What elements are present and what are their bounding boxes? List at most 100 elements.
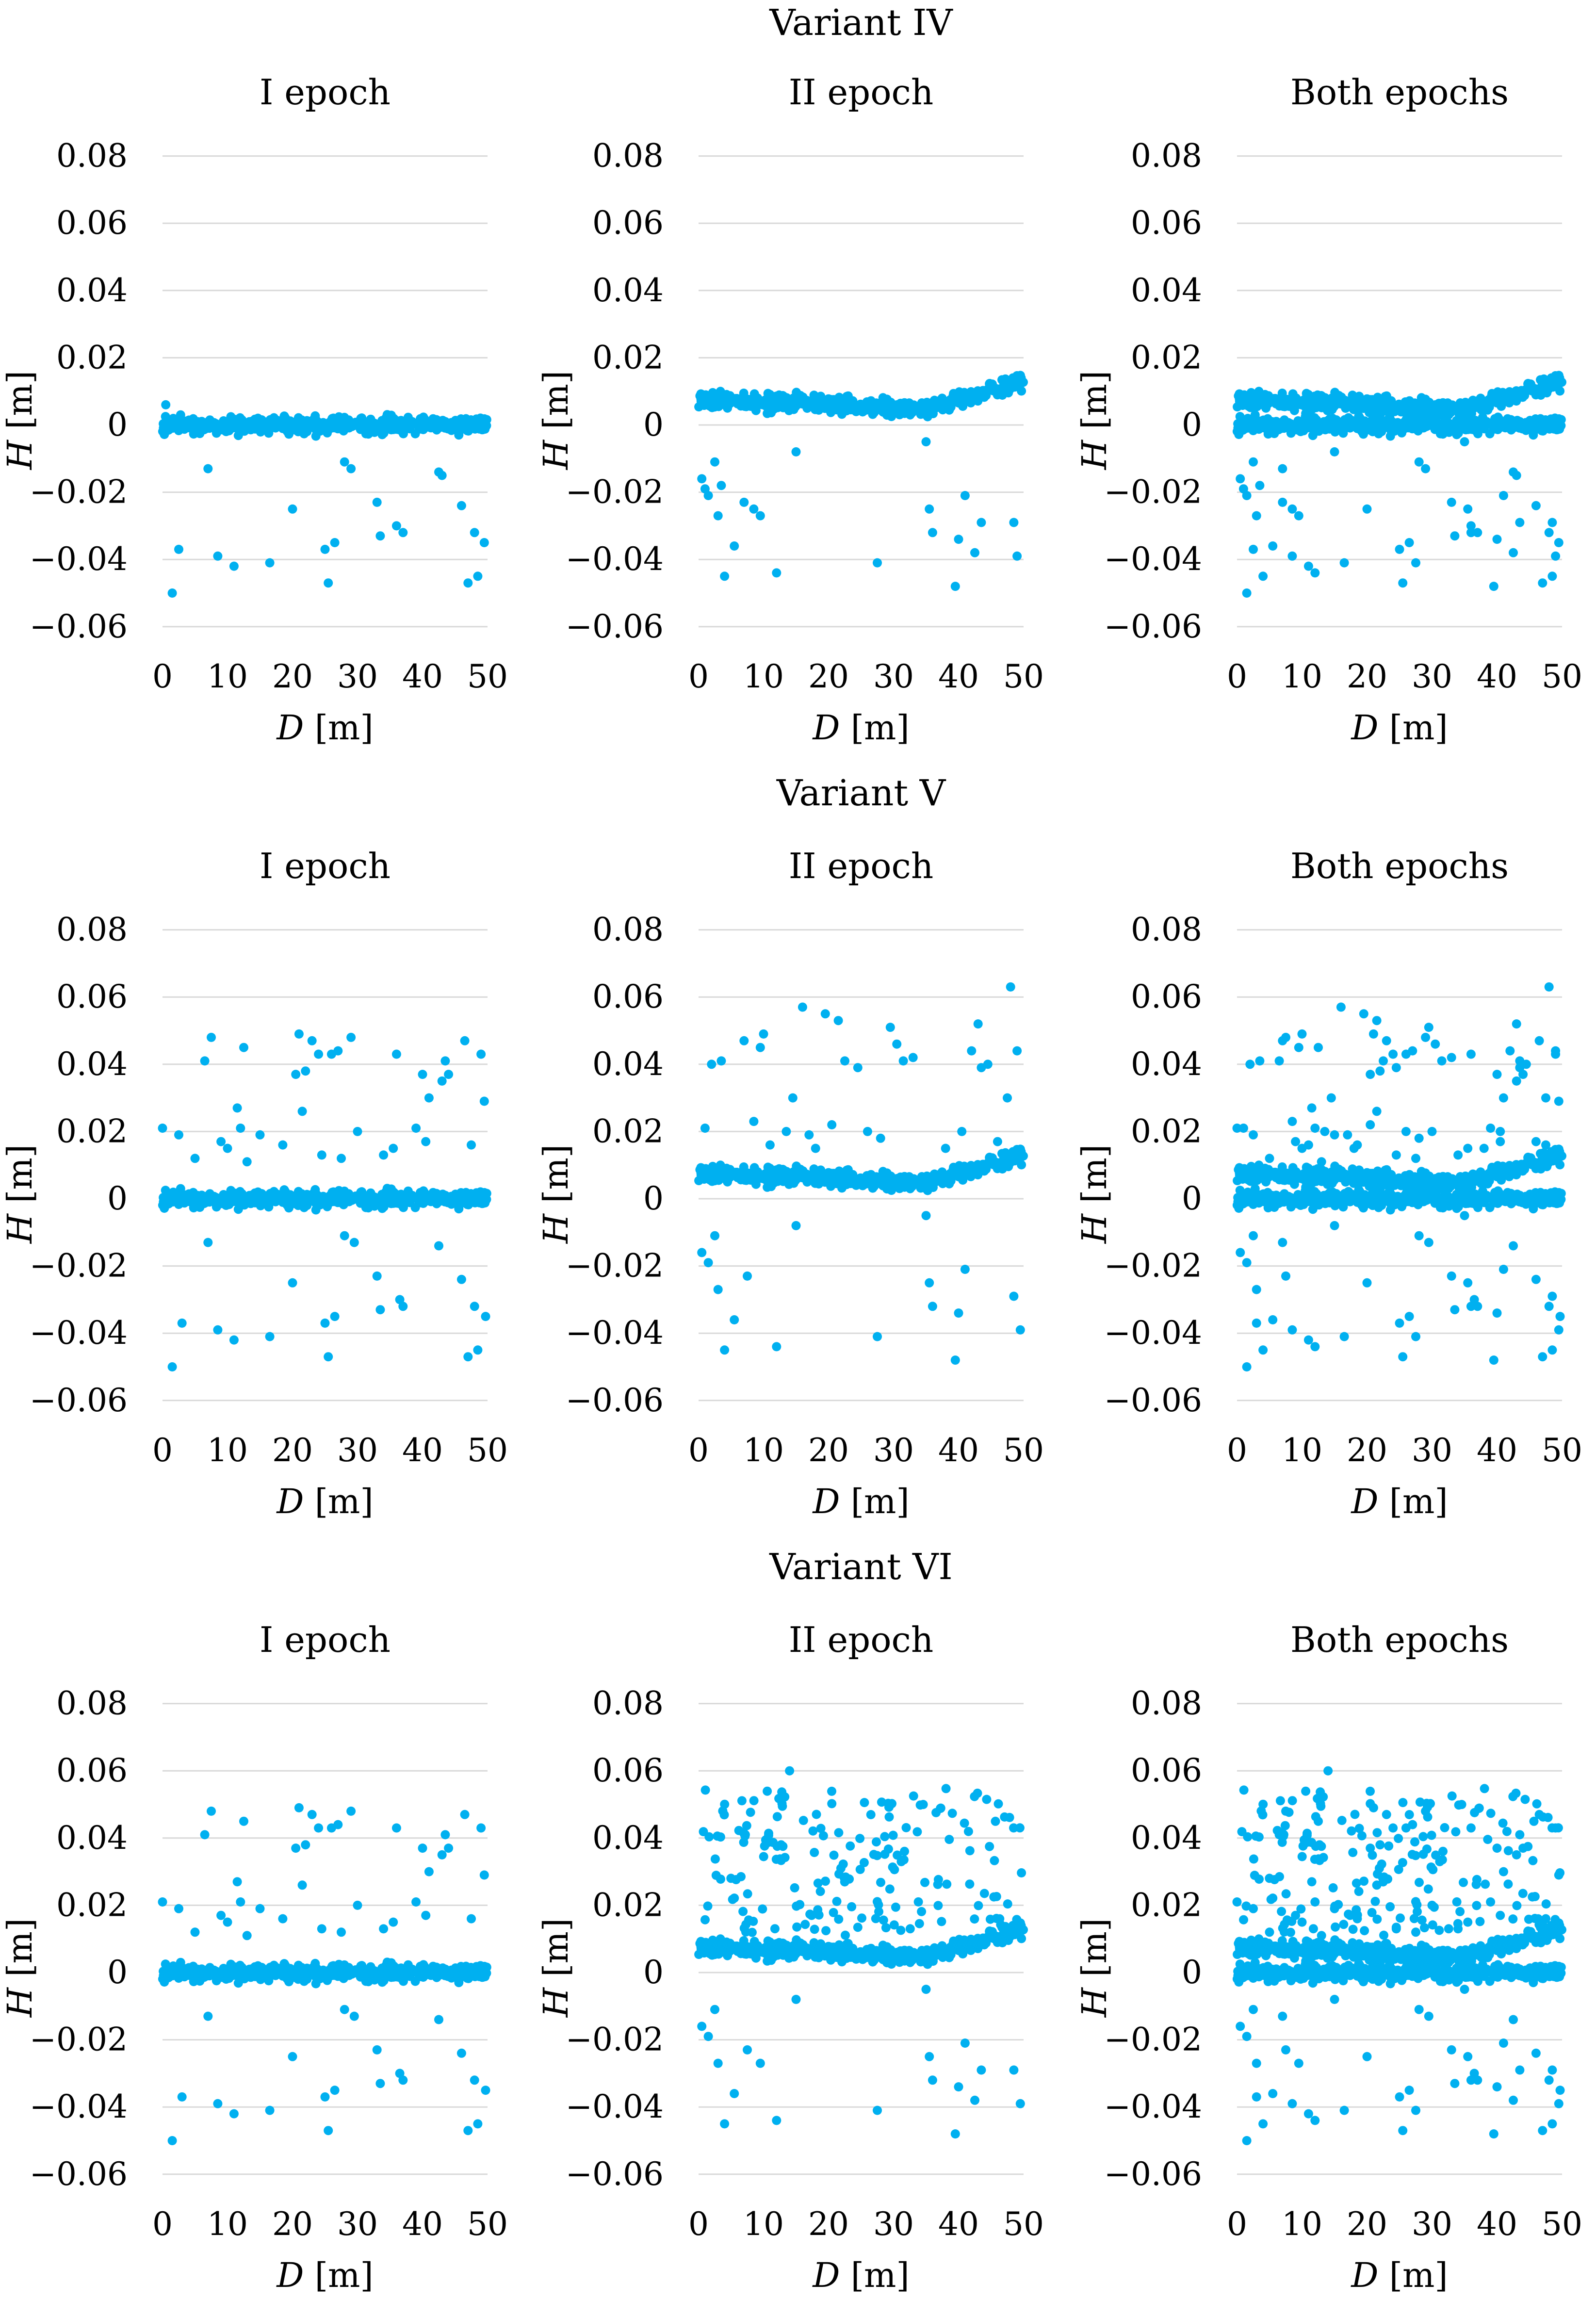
data-point	[792, 388, 801, 397]
x-tick-label: 20	[1347, 1432, 1387, 1469]
data-point	[1278, 1238, 1287, 1247]
data-point	[470, 1302, 479, 1311]
data-point	[734, 396, 744, 406]
x-tick-label: 30	[337, 1432, 378, 1469]
y-tick-label: 0.06	[592, 204, 664, 242]
data-point	[415, 424, 425, 434]
x-tick-label: 20	[272, 2205, 313, 2243]
data-point	[1236, 474, 1245, 484]
x-tick-label: 50	[467, 1432, 508, 1469]
y-tick-label: −0.02	[1104, 473, 1202, 511]
data-point	[1506, 424, 1516, 434]
data-point	[324, 578, 333, 588]
y-tick-label: 0.06	[56, 978, 128, 1015]
data-point	[1386, 1175, 1396, 1185]
data-point	[367, 422, 376, 431]
data-point	[1339, 558, 1349, 568]
data-point	[970, 548, 979, 557]
data-point	[446, 418, 456, 427]
data-point	[1349, 1143, 1359, 1153]
data-point	[795, 397, 805, 407]
data-point	[1330, 447, 1339, 457]
data-point	[161, 400, 171, 409]
data-point	[389, 1143, 398, 1153]
data-point	[311, 1199, 321, 1209]
data-point	[1357, 397, 1367, 407]
y-tick-label: −0.02	[30, 473, 128, 511]
data-point	[1466, 1049, 1476, 1059]
data-point	[840, 1056, 849, 1066]
scatter-panel: I epoch0.080.060.040.020−0.02−0.04−0.060…	[0, 1619, 508, 2295]
data-point	[695, 391, 705, 401]
data-point	[804, 1130, 814, 1140]
data-point	[695, 1165, 705, 1174]
data-point	[1555, 386, 1565, 396]
data-point	[1398, 578, 1408, 588]
data-point	[167, 588, 177, 598]
data-point	[1391, 1063, 1401, 1073]
data-point	[1386, 1199, 1396, 1209]
y-tick-label: 0.02	[56, 1112, 128, 1150]
data-point	[1249, 1231, 1258, 1240]
data-point	[876, 1133, 885, 1143]
data-point	[1400, 405, 1409, 415]
data-point	[1437, 1056, 1447, 1066]
data-point	[231, 423, 241, 432]
x-tick-label: 20	[272, 1432, 313, 1469]
data-point	[765, 1140, 775, 1150]
data-point	[703, 491, 713, 500]
data-point	[239, 1043, 248, 1052]
data-point	[288, 1278, 297, 1288]
data-point	[232, 1103, 242, 1113]
data-point	[357, 1187, 367, 1197]
data-point	[1253, 1197, 1262, 1207]
data-point	[700, 1124, 710, 1133]
data-point	[1424, 1171, 1434, 1181]
y-tick-label: 0.02	[1131, 1112, 1202, 1150]
data-point	[1547, 1345, 1557, 1355]
data-point	[391, 1049, 401, 1059]
data-point	[398, 1302, 408, 1311]
data-point	[279, 411, 289, 421]
data-point	[1538, 578, 1547, 588]
data-point	[1512, 1076, 1521, 1086]
data-point	[353, 1126, 362, 1136]
data-point	[1258, 571, 1268, 581]
data-point	[446, 1191, 456, 1201]
y-tick-label: 0.08	[56, 137, 128, 175]
data-point	[1313, 1164, 1322, 1174]
y-tick-label: 0.02	[592, 1112, 664, 1150]
variant-title: Variant V	[776, 772, 946, 814]
data-point	[895, 402, 905, 411]
data-point	[811, 1143, 820, 1153]
data-point	[463, 578, 473, 588]
data-point	[1497, 1175, 1506, 1185]
data-point	[419, 1960, 428, 1970]
data-point	[1391, 1150, 1401, 1160]
x-tick-label: 40	[938, 658, 979, 695]
data-point	[1320, 1126, 1330, 1136]
data-point	[467, 1140, 476, 1150]
data-point	[1554, 1096, 1563, 1106]
data-point	[1287, 1117, 1297, 1126]
data-point	[342, 1190, 352, 1199]
data-point	[977, 518, 986, 527]
data-point	[1534, 1036, 1544, 1045]
data-point	[174, 1130, 183, 1140]
data-point	[1286, 425, 1295, 435]
y-tick-label: 0.02	[592, 339, 664, 376]
data-point	[1550, 1187, 1560, 1197]
y-axis-label: H [m]	[0, 371, 40, 471]
y-tick-label: 0.08	[56, 1685, 128, 1722]
data-point	[301, 1066, 310, 1076]
data-point	[247, 1964, 257, 1974]
data-point	[205, 415, 215, 425]
data-point	[767, 399, 776, 408]
data-point	[379, 1150, 389, 1160]
data-point	[444, 1070, 454, 1079]
data-point	[1249, 544, 1258, 554]
data-point	[1489, 1355, 1498, 1365]
data-point	[1470, 1174, 1480, 1184]
y-tick-label: −0.04	[1104, 1314, 1202, 1352]
data-point	[1296, 1191, 1305, 1201]
